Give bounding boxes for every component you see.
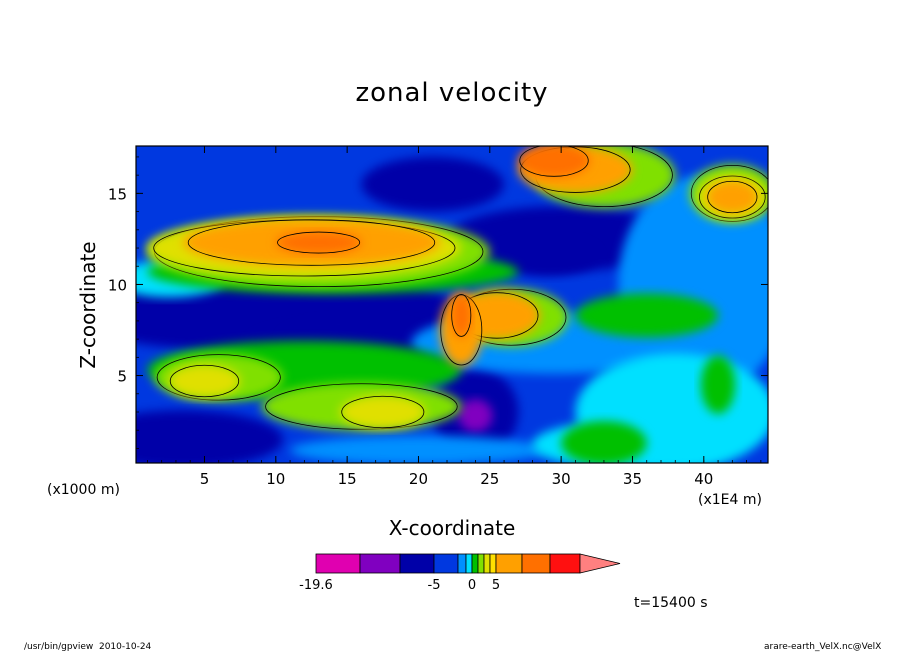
contour-line-30 (187, 219, 436, 266)
contour-line-26 (169, 364, 240, 398)
velocity-region-19 (575, 293, 719, 338)
x-axis-label: X-coordinate (388, 516, 516, 540)
x-tick-label-1: 10 (266, 470, 285, 488)
colorbar-swatch-6 (471, 553, 479, 574)
colorbar-extend-arrow (579, 553, 621, 574)
axes: 5 10 15 20 25 30 35 40 5 10 15 (108, 146, 768, 488)
colorbar-swatch-0 (315, 553, 361, 574)
velocity-regions (136, 146, 768, 463)
colorbar-swatch-2 (399, 553, 435, 574)
plot-frame (135, 145, 769, 464)
y-tick-label-0: 5 (117, 368, 127, 386)
colorbar-label-1: -5 (428, 578, 441, 593)
x-tick-label-5: 30 (552, 470, 571, 488)
colorbar-swatch-11 (521, 553, 551, 574)
contour-line-27 (341, 395, 425, 429)
contour-line-22 (690, 164, 768, 222)
contour-line-21 (265, 383, 458, 430)
velocity-region-0 (136, 410, 283, 463)
colorbar-swatch-3 (433, 553, 459, 574)
velocity-region-36 (451, 293, 472, 338)
x-tick-label-7: 40 (694, 470, 713, 488)
colorbar-swatch-1 (359, 553, 401, 574)
footer-left: /usr/bin/gpview 2010-10-24 (24, 642, 152, 652)
colorbar-swatch-7 (477, 553, 485, 574)
x-tick-label-4: 25 (480, 470, 499, 488)
contour-line-29 (699, 175, 766, 219)
colorbar-swatch-8 (483, 553, 491, 574)
contour-line-33 (707, 180, 758, 214)
velocity-region-10 (618, 175, 768, 394)
velocity-region-35 (275, 231, 362, 254)
x-tick-label-6: 35 (623, 470, 642, 488)
velocity-region-26 (168, 364, 241, 398)
y-unit-label: (x1000 m) (47, 482, 120, 498)
velocity-region-37 (518, 146, 590, 177)
x-tick-label-3: 20 (409, 470, 428, 488)
colorbar-label-2: 0 (468, 578, 476, 593)
velocity-region-4 (361, 156, 505, 212)
contour-line-36 (451, 294, 472, 337)
x-tick-label-0: 5 (200, 470, 210, 488)
colorbar-swatch-4 (457, 553, 467, 574)
velocity-region-8 (458, 399, 493, 433)
velocity-region-15 (561, 421, 647, 463)
contour-line-20 (156, 354, 281, 401)
footer-right: arare-earth_VelX.nc@VelX (764, 642, 882, 652)
colorbar-swatch-9 (489, 553, 497, 574)
velocity-region-7 (496, 238, 597, 276)
chart-title: zonal velocity (355, 78, 549, 108)
velocity-region-16 (700, 355, 736, 414)
velocity-region-33 (706, 180, 759, 214)
time-label: t=15400 s (634, 595, 708, 611)
velocity-region-11 (290, 435, 547, 463)
colorbar-swatch-10 (495, 553, 523, 574)
colorbar-swatch-5 (465, 553, 473, 574)
x-tick-label-2: 15 (338, 470, 357, 488)
velocity-region-27 (340, 395, 426, 429)
x-unit-label: (x1E4 m) (698, 492, 762, 508)
contour-line-37 (519, 146, 589, 177)
contour-line-35 (277, 231, 361, 254)
colorbar-label-0: -19.6 (299, 578, 333, 593)
contour-line-32 (520, 146, 631, 193)
colorbar-label-3: 5 (492, 578, 500, 593)
colorbar-swatch-12 (549, 553, 581, 574)
colorbar: -19.6 -5 0 5 (299, 553, 621, 593)
y-tick-label-1: 10 (108, 276, 127, 294)
y-tick-label-2: 15 (108, 185, 127, 203)
